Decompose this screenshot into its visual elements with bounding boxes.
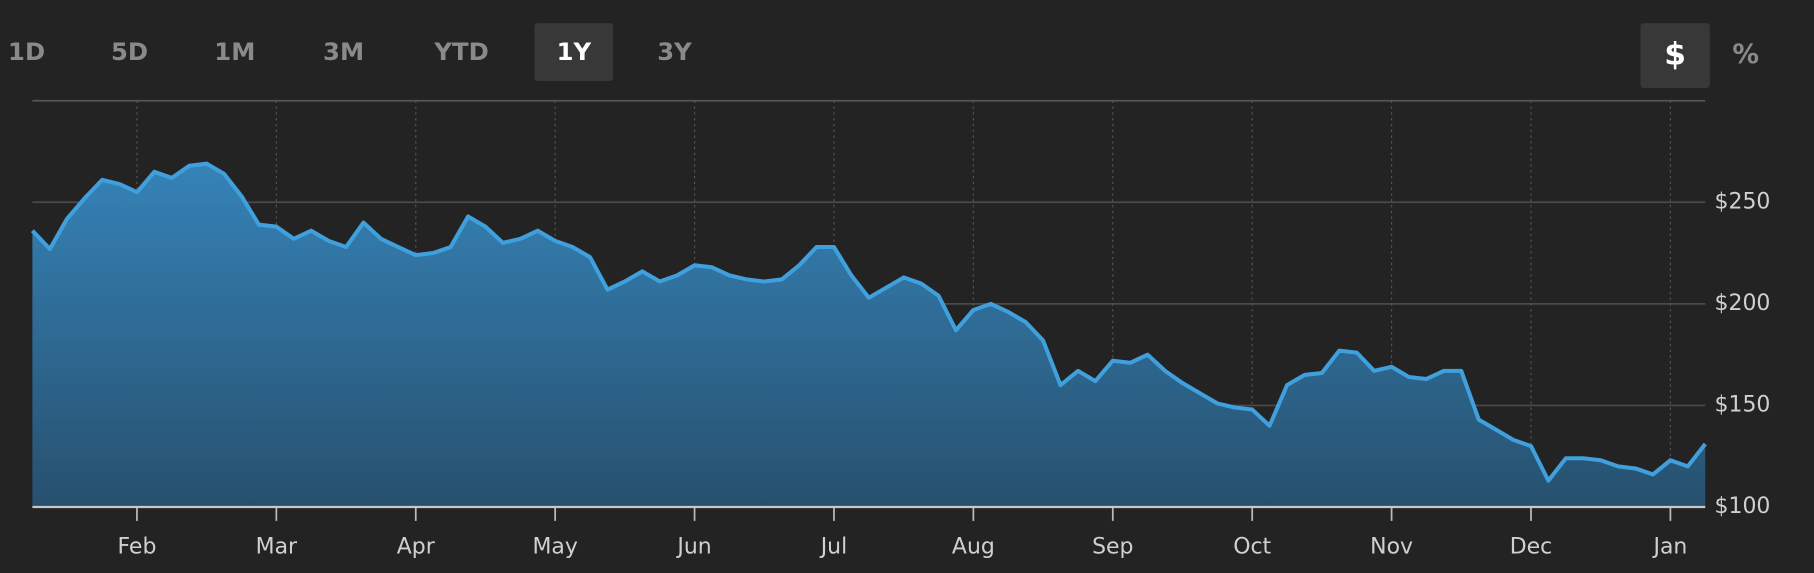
unit-button-bg [1640, 23, 1710, 88]
range-button[interactable]: 3M [323, 37, 364, 66]
y-tick-label: $100 [1715, 494, 1771, 519]
x-tick-label: Dec [1510, 535, 1553, 560]
x-tick-label: Aug [952, 535, 995, 560]
x-tick-label: Jun [675, 535, 711, 560]
x-tick-label: Sep [1092, 535, 1133, 560]
x-tick-label: Nov [1370, 535, 1413, 560]
range-button[interactable]: 1M [214, 37, 255, 66]
unit-button[interactable]: % [1732, 39, 1759, 70]
area-fill [32, 163, 1706, 508]
price-line [30, 161, 1707, 483]
x-tick-label: Feb [117, 535, 156, 560]
y-tick-label: $200 [1715, 291, 1771, 316]
x-tick-label: Jan [1651, 535, 1687, 560]
range-button[interactable]: 3Y [657, 37, 692, 66]
range-button[interactable]: YTD [433, 37, 488, 66]
x-tick-label: May [532, 535, 577, 560]
range-button[interactable]: 1Y [557, 37, 592, 66]
y-tick-label: $250 [1715, 189, 1771, 214]
x-tick-label: Oct [1233, 535, 1271, 560]
x-tick-label: Jul [819, 535, 848, 560]
unit-button[interactable]: $ [1664, 37, 1686, 73]
x-tick-label: Mar [256, 535, 298, 560]
range-button[interactable]: 5D [111, 37, 148, 66]
range-button[interactable]: 1D [8, 37, 45, 66]
range-button-bg [534, 23, 614, 82]
y-tick-label: $150 [1715, 392, 1771, 417]
x-tick-label: Apr [397, 535, 436, 560]
